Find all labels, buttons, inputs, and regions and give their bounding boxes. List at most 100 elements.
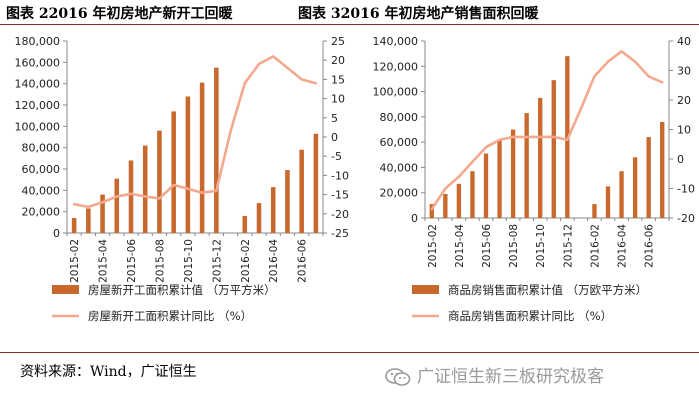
x-tick-label: 2015-12 xyxy=(211,239,223,283)
right-tick-label: -15 xyxy=(331,189,349,202)
bar xyxy=(592,204,597,218)
bar xyxy=(429,204,434,218)
bar xyxy=(128,160,134,233)
x-tick-label: 2015-08 xyxy=(154,239,166,283)
right-tick-label: 15 xyxy=(331,73,345,86)
bar xyxy=(142,145,148,233)
bar xyxy=(456,183,462,218)
bar xyxy=(71,218,77,233)
x-tick-label: 2015-04 xyxy=(98,239,110,283)
bar xyxy=(660,121,665,218)
x-tick-label: 2015-08 xyxy=(508,224,520,268)
x-tick-label: 2015-06 xyxy=(126,239,138,283)
right-tick-label: -20 xyxy=(677,212,695,225)
bar xyxy=(185,96,191,233)
right-tick-label: 10 xyxy=(677,124,691,137)
chart-2: 0 20,000 40,000 60,000 80,000 100,000 120,000 1… xyxy=(373,35,695,323)
left-tick-label: 100,000 xyxy=(373,86,419,99)
right-tick-label: -25 xyxy=(331,227,349,240)
left-tick-label: 160,000 xyxy=(15,56,61,69)
yoy-line xyxy=(430,49,664,211)
right-tick-label: 0 xyxy=(677,153,684,166)
left-tick-label: 140,000 xyxy=(15,78,61,91)
bar xyxy=(632,157,638,218)
left-tick-label: 60,000 xyxy=(22,163,61,176)
x-tick-label: 2016-04 xyxy=(617,224,629,268)
right-tick-label: 25 xyxy=(331,35,345,48)
left-tick-label: 0 xyxy=(411,212,418,225)
legend-bar-swatch xyxy=(52,285,79,294)
left-tick-label: 60,000 xyxy=(380,136,419,149)
watermark: 广证恒生新三板研究极客 xyxy=(385,362,604,387)
left-chart-title: 图表 22016 年初房地产新开工回暖 xyxy=(6,6,233,22)
right-tick-label: -10 xyxy=(677,183,695,196)
chart-1: 0 20,000 40,000 60,000 80,000 100,000 120,000 1… xyxy=(15,35,349,323)
x-tick-label: 2016-06 xyxy=(644,224,656,268)
bar xyxy=(483,153,489,218)
bar xyxy=(256,203,262,233)
right-chart-title: 图表 32016 年初房地产销售面积回暖 xyxy=(298,6,539,22)
right-tick-label: 10 xyxy=(331,93,345,106)
left-tick-label: 40,000 xyxy=(22,184,61,197)
wechat-icon xyxy=(385,367,411,387)
bar xyxy=(242,215,248,233)
bar xyxy=(214,67,219,233)
bar xyxy=(270,187,276,233)
bar xyxy=(171,111,176,233)
left-tick-label: 20,000 xyxy=(380,187,419,200)
right-tick-label: 30 xyxy=(677,65,691,78)
bottom-rule xyxy=(0,352,699,353)
x-tick-label: 2015-10 xyxy=(183,239,195,283)
left-tick-label: 140,000 xyxy=(373,35,419,48)
legend-line-label: 商品房销售面积累计同比 （%） xyxy=(448,309,612,323)
bar xyxy=(538,97,543,218)
right-tick-label: -20 xyxy=(331,208,349,221)
bar xyxy=(285,170,290,233)
left-tick-label: 40,000 xyxy=(380,161,419,174)
bar xyxy=(157,130,162,233)
right-tick-label: 0 xyxy=(331,131,338,144)
x-tick-label: 2015-04 xyxy=(454,224,466,268)
bar xyxy=(646,137,651,218)
bar xyxy=(470,171,475,218)
source-note: 资料来源：Wind，广证恒生 xyxy=(20,364,197,380)
x-tick-label: 2016-04 xyxy=(268,239,280,283)
bar xyxy=(443,193,448,218)
yoy-line xyxy=(72,55,318,209)
right-tick-label: 40 xyxy=(677,35,691,48)
bar xyxy=(86,208,91,233)
left-tick-label: 100,000 xyxy=(15,120,61,133)
legend-line-label: 房屋新开工面积累计同比 （%） xyxy=(88,309,252,323)
left-tick-label: 80,000 xyxy=(22,142,61,155)
legend-bar-label: 房屋新开工面积累计值 （万平方米） xyxy=(88,283,276,297)
legend-bar-swatch xyxy=(412,285,439,294)
bar xyxy=(605,186,611,218)
right-tick-label: -5 xyxy=(331,150,342,163)
right-tick-label: 5 xyxy=(331,112,338,125)
bar xyxy=(100,194,105,233)
bar xyxy=(551,80,556,218)
watermark-text: 广证恒生新三板研究极客 xyxy=(417,367,604,387)
x-tick-label: 2015-02 xyxy=(427,224,439,268)
bar xyxy=(619,171,624,218)
bar xyxy=(299,149,304,233)
right-tick-label: -10 xyxy=(331,169,349,182)
top-rule xyxy=(0,24,699,25)
charts-canvas: 0 20,000 40,000 60,000 80,000 100,000 120,000 1… xyxy=(15,35,695,323)
x-tick-label: 2015-12 xyxy=(562,224,574,268)
x-tick-label: 2016-06 xyxy=(297,239,309,283)
left-tick-label: 20,000 xyxy=(22,206,61,219)
bar xyxy=(114,178,120,233)
x-tick-label: 2015-06 xyxy=(481,224,493,268)
x-tick-label: 2016-02 xyxy=(240,239,252,283)
right-tick-label: 20 xyxy=(677,94,691,107)
left-tick-label: 120,000 xyxy=(373,60,419,73)
right-tick-label: 20 xyxy=(331,54,345,67)
title-bar: 图表 22016 年初房地产新开工回暖 图表 32016 年初房地产销售面积回暖 xyxy=(0,0,699,26)
bar xyxy=(497,140,502,218)
left-tick-label: 180,000 xyxy=(15,35,61,48)
x-tick-label: 2015-10 xyxy=(535,224,547,268)
left-tick-label: 0 xyxy=(53,227,60,240)
bar xyxy=(524,113,529,218)
left-tick-label: 80,000 xyxy=(380,111,419,124)
